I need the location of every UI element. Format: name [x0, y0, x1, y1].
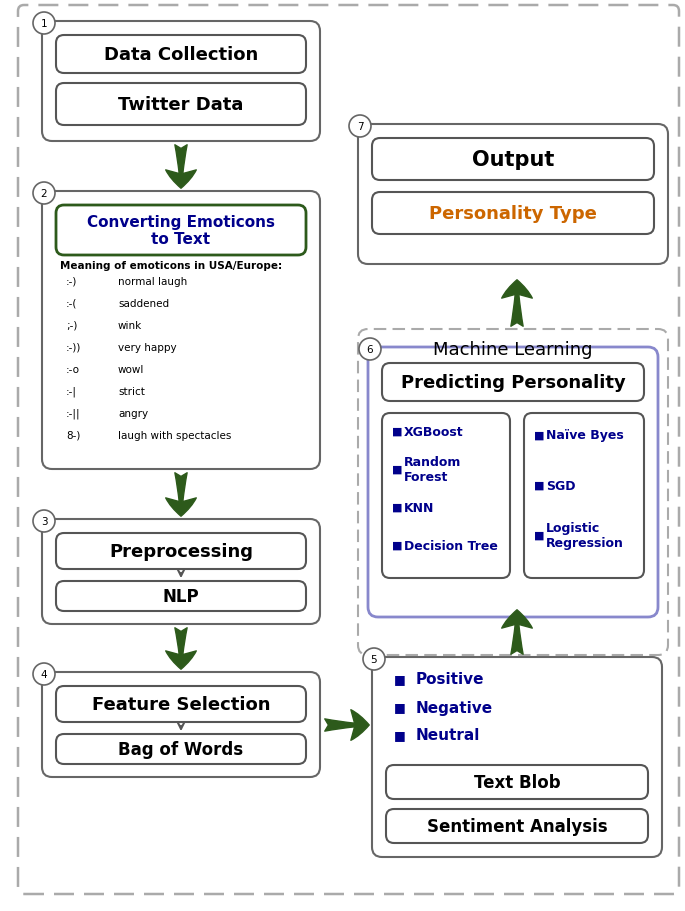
Text: XGBoost: XGBoost — [404, 425, 464, 438]
Text: very happy: very happy — [118, 343, 177, 353]
Circle shape — [363, 649, 385, 670]
Text: 8-): 8-) — [66, 431, 80, 441]
Text: Neutral: Neutral — [416, 728, 480, 742]
Text: ;-): ;-) — [66, 321, 77, 331]
Text: 7: 7 — [357, 122, 363, 132]
Text: Preprocessing: Preprocessing — [109, 542, 253, 560]
Text: ■: ■ — [392, 465, 403, 475]
FancyBboxPatch shape — [18, 6, 679, 894]
FancyBboxPatch shape — [382, 363, 644, 402]
Text: Random
Forest: Random Forest — [404, 456, 462, 484]
Text: ■: ■ — [392, 426, 403, 436]
FancyBboxPatch shape — [56, 686, 306, 722]
Text: ■: ■ — [394, 672, 406, 686]
FancyBboxPatch shape — [524, 414, 644, 578]
Circle shape — [33, 663, 55, 685]
Text: strict: strict — [118, 386, 145, 396]
Text: normal laugh: normal laugh — [118, 277, 187, 287]
Text: Feature Selection: Feature Selection — [92, 695, 271, 713]
Circle shape — [33, 13, 55, 35]
Text: 1: 1 — [40, 19, 47, 29]
Text: saddened: saddened — [118, 299, 169, 309]
Text: Machine Learning: Machine Learning — [433, 341, 593, 359]
FancyBboxPatch shape — [386, 765, 648, 799]
Text: Decision Tree: Decision Tree — [404, 539, 498, 552]
FancyBboxPatch shape — [372, 657, 662, 857]
FancyBboxPatch shape — [42, 192, 320, 469]
Text: Predicting Personality: Predicting Personality — [401, 374, 625, 392]
Text: Twitter Data: Twitter Data — [119, 96, 244, 114]
Text: angry: angry — [118, 408, 148, 418]
FancyBboxPatch shape — [42, 672, 320, 777]
Text: ■: ■ — [534, 480, 545, 490]
Text: KNN: KNN — [404, 501, 434, 514]
Text: Meaning of emoticons in USA/Europe:: Meaning of emoticons in USA/Europe: — [60, 261, 282, 271]
Text: :-(: :-( — [66, 299, 77, 309]
FancyBboxPatch shape — [372, 193, 654, 235]
FancyBboxPatch shape — [56, 84, 306, 126]
FancyBboxPatch shape — [56, 36, 306, 74]
Text: :-): :-) — [66, 277, 77, 287]
Text: NLP: NLP — [163, 588, 199, 605]
Text: 4: 4 — [40, 670, 47, 680]
Text: ■: ■ — [392, 503, 403, 512]
Text: wowl: wowl — [118, 364, 145, 374]
FancyBboxPatch shape — [372, 138, 654, 180]
Text: ■: ■ — [394, 701, 406, 713]
Text: ■: ■ — [392, 540, 403, 550]
Text: Converting Emoticons
to Text: Converting Emoticons to Text — [87, 215, 275, 247]
FancyBboxPatch shape — [56, 734, 306, 764]
FancyBboxPatch shape — [42, 519, 320, 624]
FancyBboxPatch shape — [368, 348, 658, 618]
Text: SGD: SGD — [546, 479, 575, 492]
Text: ■: ■ — [534, 530, 545, 540]
Text: ■: ■ — [534, 431, 545, 441]
Circle shape — [33, 510, 55, 532]
Text: Naïve Byes: Naïve Byes — [546, 429, 624, 442]
FancyBboxPatch shape — [56, 206, 306, 256]
Text: Negative: Negative — [416, 700, 493, 715]
Text: laugh with spectacles: laugh with spectacles — [118, 431, 232, 441]
FancyBboxPatch shape — [386, 809, 648, 843]
Text: 3: 3 — [40, 517, 47, 527]
FancyBboxPatch shape — [56, 534, 306, 569]
Text: 5: 5 — [371, 654, 377, 664]
Text: :-)): :-)) — [66, 343, 82, 353]
Text: :-||: :-|| — [66, 408, 81, 419]
Text: Positive: Positive — [416, 671, 484, 687]
FancyBboxPatch shape — [382, 414, 510, 578]
Text: 6: 6 — [366, 344, 373, 354]
Text: ■: ■ — [394, 729, 406, 742]
Text: 2: 2 — [40, 189, 47, 199]
Circle shape — [359, 339, 381, 361]
Text: Personality Type: Personality Type — [429, 205, 597, 223]
Text: wink: wink — [118, 321, 142, 331]
FancyBboxPatch shape — [42, 22, 320, 142]
Circle shape — [349, 116, 371, 138]
Circle shape — [33, 183, 55, 205]
Text: :-o: :-o — [66, 364, 80, 374]
Text: Data Collection: Data Collection — [104, 46, 258, 64]
Text: Bag of Words: Bag of Words — [119, 740, 244, 758]
Text: Output: Output — [472, 149, 554, 169]
FancyBboxPatch shape — [358, 330, 668, 655]
FancyBboxPatch shape — [358, 125, 668, 265]
Text: Sentiment Analysis: Sentiment Analysis — [427, 817, 608, 835]
FancyBboxPatch shape — [56, 581, 306, 611]
Text: Logistic
Regression: Logistic Regression — [546, 521, 624, 549]
Text: :-|: :-| — [66, 386, 77, 397]
Text: Text Blob: Text Blob — [474, 773, 560, 791]
